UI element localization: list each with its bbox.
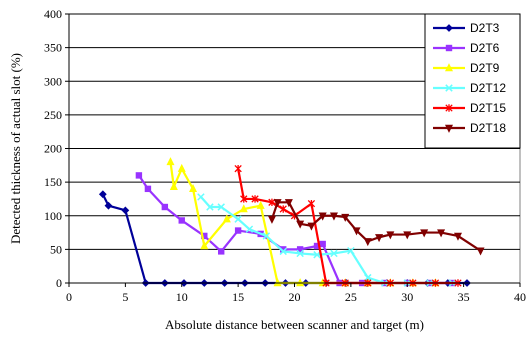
y-tick-label: 150 [44, 175, 62, 189]
legend-label: D2T18 [470, 121, 506, 135]
x-tick-label: 40 [514, 290, 526, 304]
y-tick-label: 200 [44, 142, 62, 156]
x-axis-title: Absolute distance between scanner and ta… [165, 317, 424, 332]
y-tick-label: 50 [50, 242, 62, 256]
y-tick-label: 400 [44, 7, 62, 21]
y-tick-label: 0 [56, 276, 62, 290]
x-tick-label: 20 [289, 290, 301, 304]
legend-label: D2T6 [470, 41, 500, 55]
x-tick-label: 35 [458, 290, 470, 304]
legend-label: D2T9 [470, 61, 500, 75]
y-tick-label: 100 [44, 209, 62, 223]
data-point-d2t6 [179, 218, 184, 223]
y-tick-label: 300 [44, 74, 62, 88]
x-tick-label: 0 [66, 290, 72, 304]
y-axis-title: Detected thickness of actual slot (%) [8, 53, 23, 244]
data-point-d2t6 [162, 204, 167, 209]
x-tick-label: 5 [122, 290, 128, 304]
x-tick-label: 30 [401, 290, 413, 304]
y-tick-label: 250 [44, 108, 62, 122]
x-axis-ticks: 0 5 10 15 20 25 30 35 40 [66, 283, 526, 304]
data-point-d2t6 [145, 186, 150, 191]
y-axis-ticks: 0 50 100 150 200 250 300 350 400 [44, 7, 69, 290]
legend-label: D2T15 [470, 101, 506, 115]
legend-label: D2T12 [470, 81, 506, 95]
x-tick-label: 15 [232, 290, 244, 304]
data-point-d2t6 [320, 241, 325, 246]
legend-marker [446, 45, 451, 50]
legend: D2T3 D2T6 D2T9 D2T12 D2T15 D2T18 [425, 14, 520, 148]
legend-label: D2T3 [470, 21, 500, 35]
x-tick-label: 10 [176, 290, 188, 304]
data-point-d2t6 [136, 173, 141, 178]
data-point-d2t6 [235, 228, 240, 233]
x-tick-label: 25 [345, 290, 357, 304]
y-tick-label: 350 [44, 41, 62, 55]
data-point-d2t6 [219, 249, 224, 254]
